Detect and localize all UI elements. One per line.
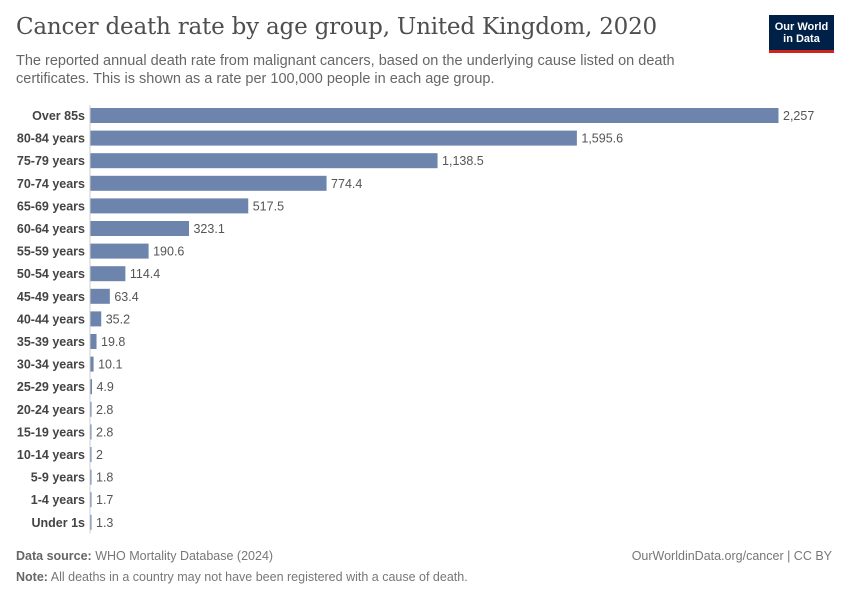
bar[interactable] (90, 334, 97, 349)
value-label: 2 (96, 448, 103, 462)
category-label: 1-4 years (31, 493, 85, 507)
bar[interactable] (90, 243, 149, 259)
category-label: 30-34 years (17, 358, 85, 372)
value-label: 10.1 (98, 358, 122, 372)
bar[interactable] (90, 175, 327, 191)
category-label: 50-54 years (17, 267, 85, 281)
category-label: 15-19 years (17, 425, 85, 439)
value-label: 1.3 (96, 516, 113, 530)
value-label: 2.8 (96, 403, 113, 417)
value-label: 2.8 (96, 425, 113, 439)
bar[interactable] (90, 401, 92, 417)
value-label: 1,595.6 (581, 132, 623, 146)
category-label: 25-29 years (17, 380, 85, 394)
bar[interactable] (90, 266, 126, 282)
category-label: 80-84 years (17, 132, 85, 146)
value-label: 1,138.5 (442, 154, 484, 168)
value-label: 323.1 (193, 222, 224, 236)
bar[interactable] (90, 492, 92, 508)
value-label: 63.4 (114, 290, 138, 304)
category-label: 35-39 years (17, 335, 85, 349)
bar[interactable] (90, 153, 438, 169)
value-label: 35.2 (106, 312, 130, 326)
bar[interactable] (90, 130, 577, 146)
value-label: 19.8 (101, 335, 125, 349)
note-text: All deaths in a country may not have bee… (50, 570, 468, 584)
value-label: 114.4 (130, 267, 160, 281)
chart-note: Note: All deaths in a country may not ha… (16, 570, 468, 584)
source-url[interactable]: OurWorldinData.org/cancer | CC BY (631, 549, 832, 563)
category-label: Under 1s (32, 516, 86, 530)
category-label: 40-44 years (17, 312, 85, 326)
bar[interactable] (90, 447, 92, 462)
chart-title: Cancer death rate by age group, United K… (16, 14, 657, 40)
value-label: 517.5 (253, 199, 284, 213)
chart-subtitle: The reported annual death rate from mali… (16, 53, 675, 87)
logo-line-2: in Data (783, 33, 820, 45)
value-label: 190.6 (153, 245, 184, 259)
bar[interactable] (90, 514, 92, 530)
bar-chart: Over 85s 2,257 80-84 years 1,595.6 75-79 yea… (17, 105, 814, 534)
value-label: 1.7 (96, 493, 113, 507)
category-label: 45-49 years (17, 290, 85, 304)
bar[interactable] (90, 469, 92, 485)
logo-line-1: Our World (774, 21, 829, 33)
bar[interactable] (90, 288, 110, 304)
value-label: 4.9 (96, 380, 113, 394)
bar[interactable] (90, 424, 92, 440)
bar[interactable] (90, 356, 94, 372)
owid-logo[interactable]: Our World in Data (769, 15, 834, 53)
category-label: 70-74 years (17, 177, 85, 191)
value-label: 1.8 (96, 471, 113, 485)
bar[interactable] (90, 379, 92, 395)
category-label: 75-79 years (17, 154, 85, 168)
category-label: 10-14 years (17, 448, 85, 462)
bar[interactable] (90, 198, 249, 214)
value-label: 774.4 (331, 177, 362, 191)
source-label: Data source: (16, 549, 92, 563)
note-label: Note: (16, 570, 48, 584)
bar[interactable] (90, 221, 189, 236)
source-link[interactable]: WHO Mortality Database (2024) (95, 549, 274, 563)
bar[interactable] (90, 108, 779, 123)
category-label: 20-24 years (17, 403, 85, 417)
category-label: 60-64 years (17, 222, 85, 236)
category-label: Over 85s (32, 109, 85, 123)
data-source: Data source: WHO Mortality Database (202… (16, 549, 273, 563)
category-label: 5-9 years (31, 471, 85, 485)
value-label: 2,257 (783, 109, 814, 123)
category-label: 65-69 years (17, 199, 85, 213)
category-label: 55-59 years (17, 245, 85, 259)
bar[interactable] (90, 311, 102, 327)
